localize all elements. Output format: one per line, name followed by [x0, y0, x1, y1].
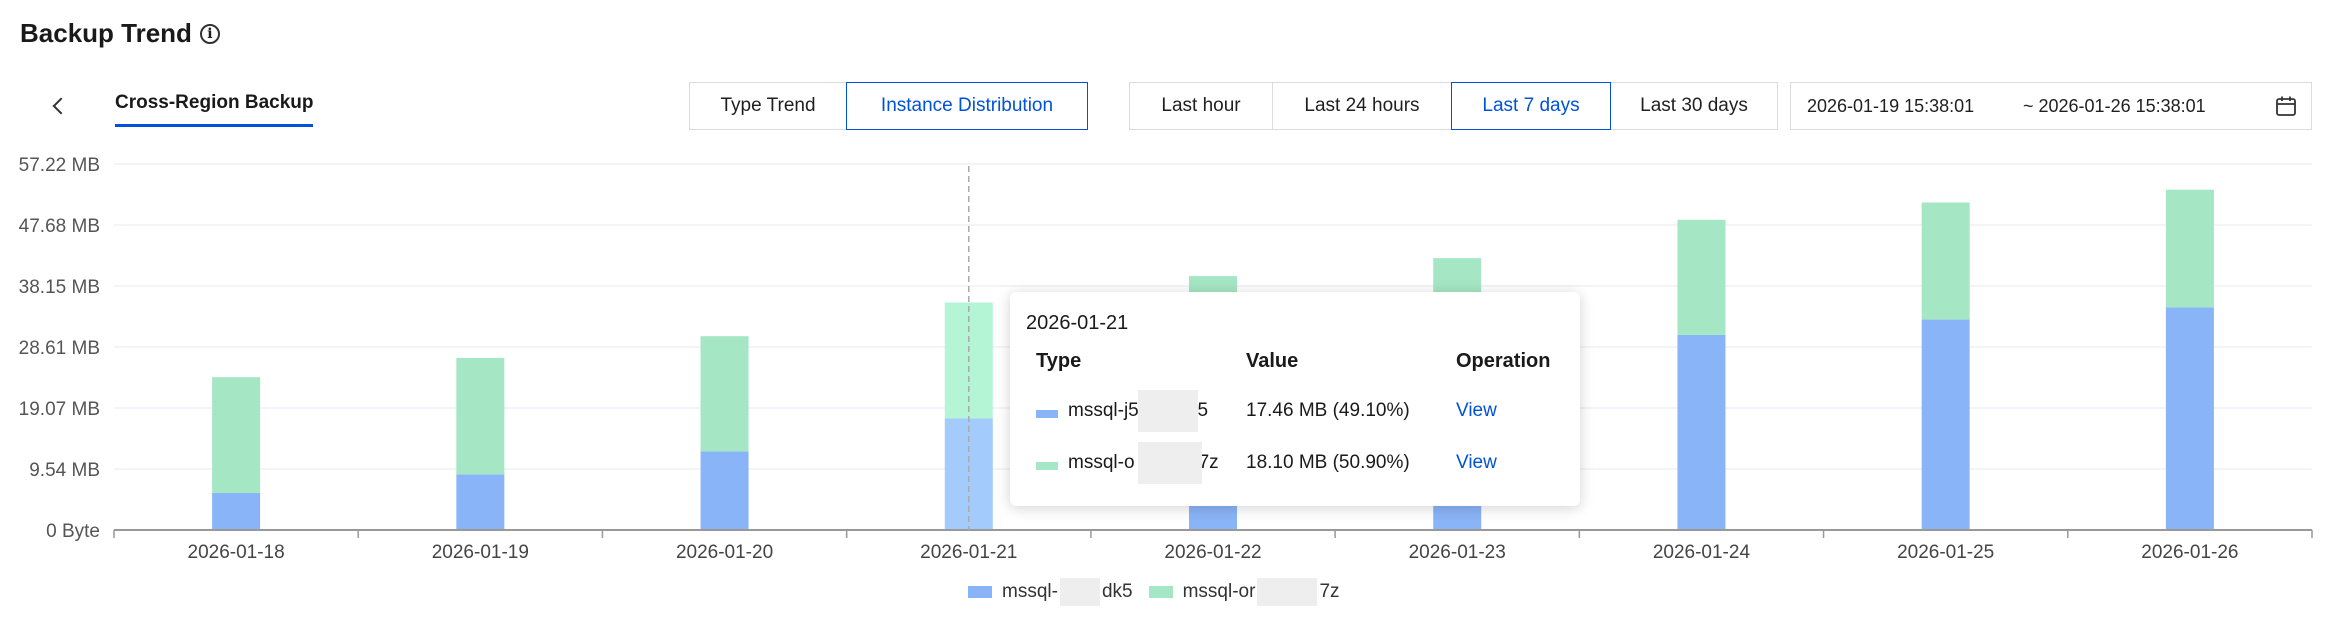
tab-cross-region-backup[interactable]: Cross-Region Backup: [115, 92, 314, 127]
tooltip-row: mssql-o 37z 18.10 MB (50.90%) View: [1010, 442, 1580, 484]
tooltip-date: 2026-01-21: [1026, 312, 1129, 334]
redaction-mask: [1059, 578, 1100, 606]
tooltip-header-operation: Operation: [1456, 350, 1551, 372]
date-end: ~ 2026-01-26 15:38:01: [2023, 95, 2206, 116]
tooltip-instance-name: mssql-o: [1068, 452, 1135, 473]
legend-swatch: [1148, 586, 1173, 598]
bar-series-2: [212, 377, 261, 493]
x-tick-label: 2026-01-25: [1897, 542, 1994, 563]
legend-label: mssql-: [1002, 581, 1058, 602]
redaction-mask: [1257, 578, 1318, 606]
last-30-days-button[interactable]: Last 30 days: [1610, 82, 1778, 130]
tooltip-value: 18.10 MB (50.90%): [1246, 452, 1410, 473]
redaction-mask: [1138, 442, 1202, 484]
last-hour-button[interactable]: Last hour: [1129, 82, 1273, 130]
y-tick-label: 19.07 MB: [19, 399, 100, 420]
last-24-hours-button[interactable]: Last 24 hours: [1272, 82, 1452, 130]
legend-label-tail: dk5: [1101, 581, 1133, 602]
time-range-toggle: Last hour Last 24 hours Last 7 days Last…: [1129, 82, 1778, 130]
x-tick-label: 2026-01-19: [432, 542, 529, 563]
instance-distribution-button[interactable]: Instance Distribution: [846, 82, 1088, 130]
y-tick-label: 0 Byte: [46, 521, 100, 542]
legend-label: mssql-or: [1182, 581, 1256, 602]
last-7-days-button[interactable]: Last 7 days: [1451, 82, 1611, 130]
bar-series-2: [2165, 189, 2214, 308]
x-tick-label: 2026-01-26: [2141, 542, 2238, 563]
title-text: Backup Trend: [20, 18, 192, 48]
series-swatch: [1036, 410, 1058, 418]
tooltip-value: 17.46 MB (49.10%): [1246, 400, 1410, 421]
tooltip-header-value: Value: [1246, 350, 1299, 372]
tooltip-header-type: Type: [1036, 350, 1082, 372]
y-tick-label: 28.61 MB: [19, 338, 100, 359]
tooltip-row: mssql-j5 k5 17.46 MB (49.10%) View: [1010, 390, 1580, 432]
x-tick-label: 2026-01-21: [920, 542, 1017, 563]
bar-series-2: [1677, 219, 1726, 335]
info-icon[interactable]: i: [199, 23, 220, 44]
chart-tooltip: 2026-01-21 Type Value Operation mssql-j5…: [1010, 292, 1580, 506]
x-tick-label: 2026-01-22: [1164, 542, 1261, 563]
view-link[interactable]: View: [1456, 452, 1497, 473]
bar-series-1: [2165, 307, 2214, 530]
bar-series-1: [212, 492, 261, 530]
y-tick-label: 47.68 MB: [19, 216, 100, 237]
legend-label-tail: 7z: [1319, 581, 1340, 602]
view-link[interactable]: View: [1456, 400, 1497, 421]
x-tick-label: 2026-01-18: [188, 542, 285, 563]
bar-series-2: [1921, 202, 1970, 320]
bar-series-1: [944, 418, 993, 530]
date-start: 2026-01-19 15:38:01: [1807, 95, 1975, 116]
x-tick-label: 2026-01-23: [1409, 542, 1506, 563]
bar-series-1: [456, 474, 505, 530]
page-title: Backup Trend i: [20, 18, 220, 49]
bar-series-1: [700, 451, 749, 530]
tooltip-instance-name: mssql-j5: [1068, 400, 1139, 421]
bar-series-1: [1921, 319, 1970, 530]
bar-series-1: [1677, 334, 1726, 530]
view-toggle: Type Trend Instance Distribution: [689, 82, 1088, 130]
x-tick-label: 2026-01-24: [1653, 542, 1751, 563]
y-tick-label: 9.54 MB: [29, 460, 100, 481]
chart-legend: mssql- dk5 mssql-or 7z: [968, 578, 1356, 606]
legend-item-series-2[interactable]: mssql-or 7z: [1148, 578, 1340, 606]
legend-swatch: [968, 586, 992, 598]
bar-series-2: [456, 357, 505, 475]
series-swatch: [1036, 462, 1058, 470]
redaction-mask: [1138, 390, 1198, 432]
legend-item-series-1[interactable]: mssql- dk5: [968, 578, 1133, 606]
calendar-icon[interactable]: [2275, 95, 2297, 117]
x-tick-label: 2026-01-20: [676, 542, 773, 563]
y-tick-label: 57.22 MB: [19, 155, 100, 176]
bar-series-2: [700, 336, 749, 452]
y-tick-label: 38.15 MB: [19, 277, 100, 298]
date-range-picker[interactable]: 2026-01-19 15:38:01 ~ 2026-01-26 15:38:0…: [1790, 82, 2312, 130]
